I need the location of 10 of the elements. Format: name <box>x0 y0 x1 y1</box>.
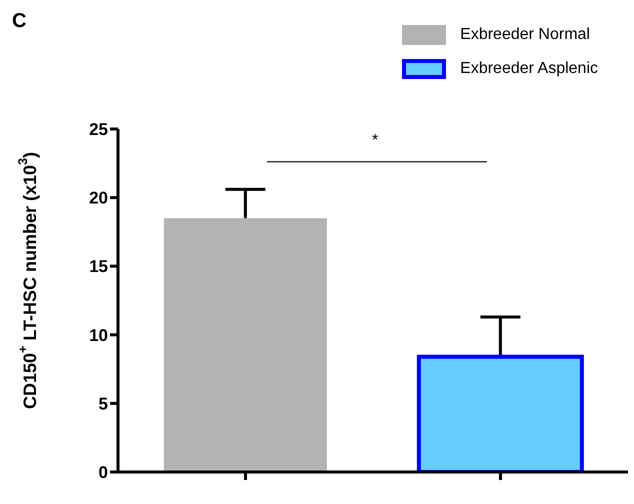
legend-label: Exbreeder Normal <box>460 26 590 44</box>
legend-label: Exbreeder Asplenic <box>460 60 598 78</box>
y-tick-label: 10 <box>89 326 108 345</box>
annotation: * <box>372 132 378 150</box>
y-tick-label: 5 <box>98 394 108 414</box>
y-tick-label: 0 <box>98 463 108 482</box>
y-tick-label: 15 <box>89 257 108 276</box>
y-tick-label: 20 <box>89 188 108 208</box>
y-tick-label: 25 <box>89 120 108 140</box>
text: C <box>12 10 26 33</box>
